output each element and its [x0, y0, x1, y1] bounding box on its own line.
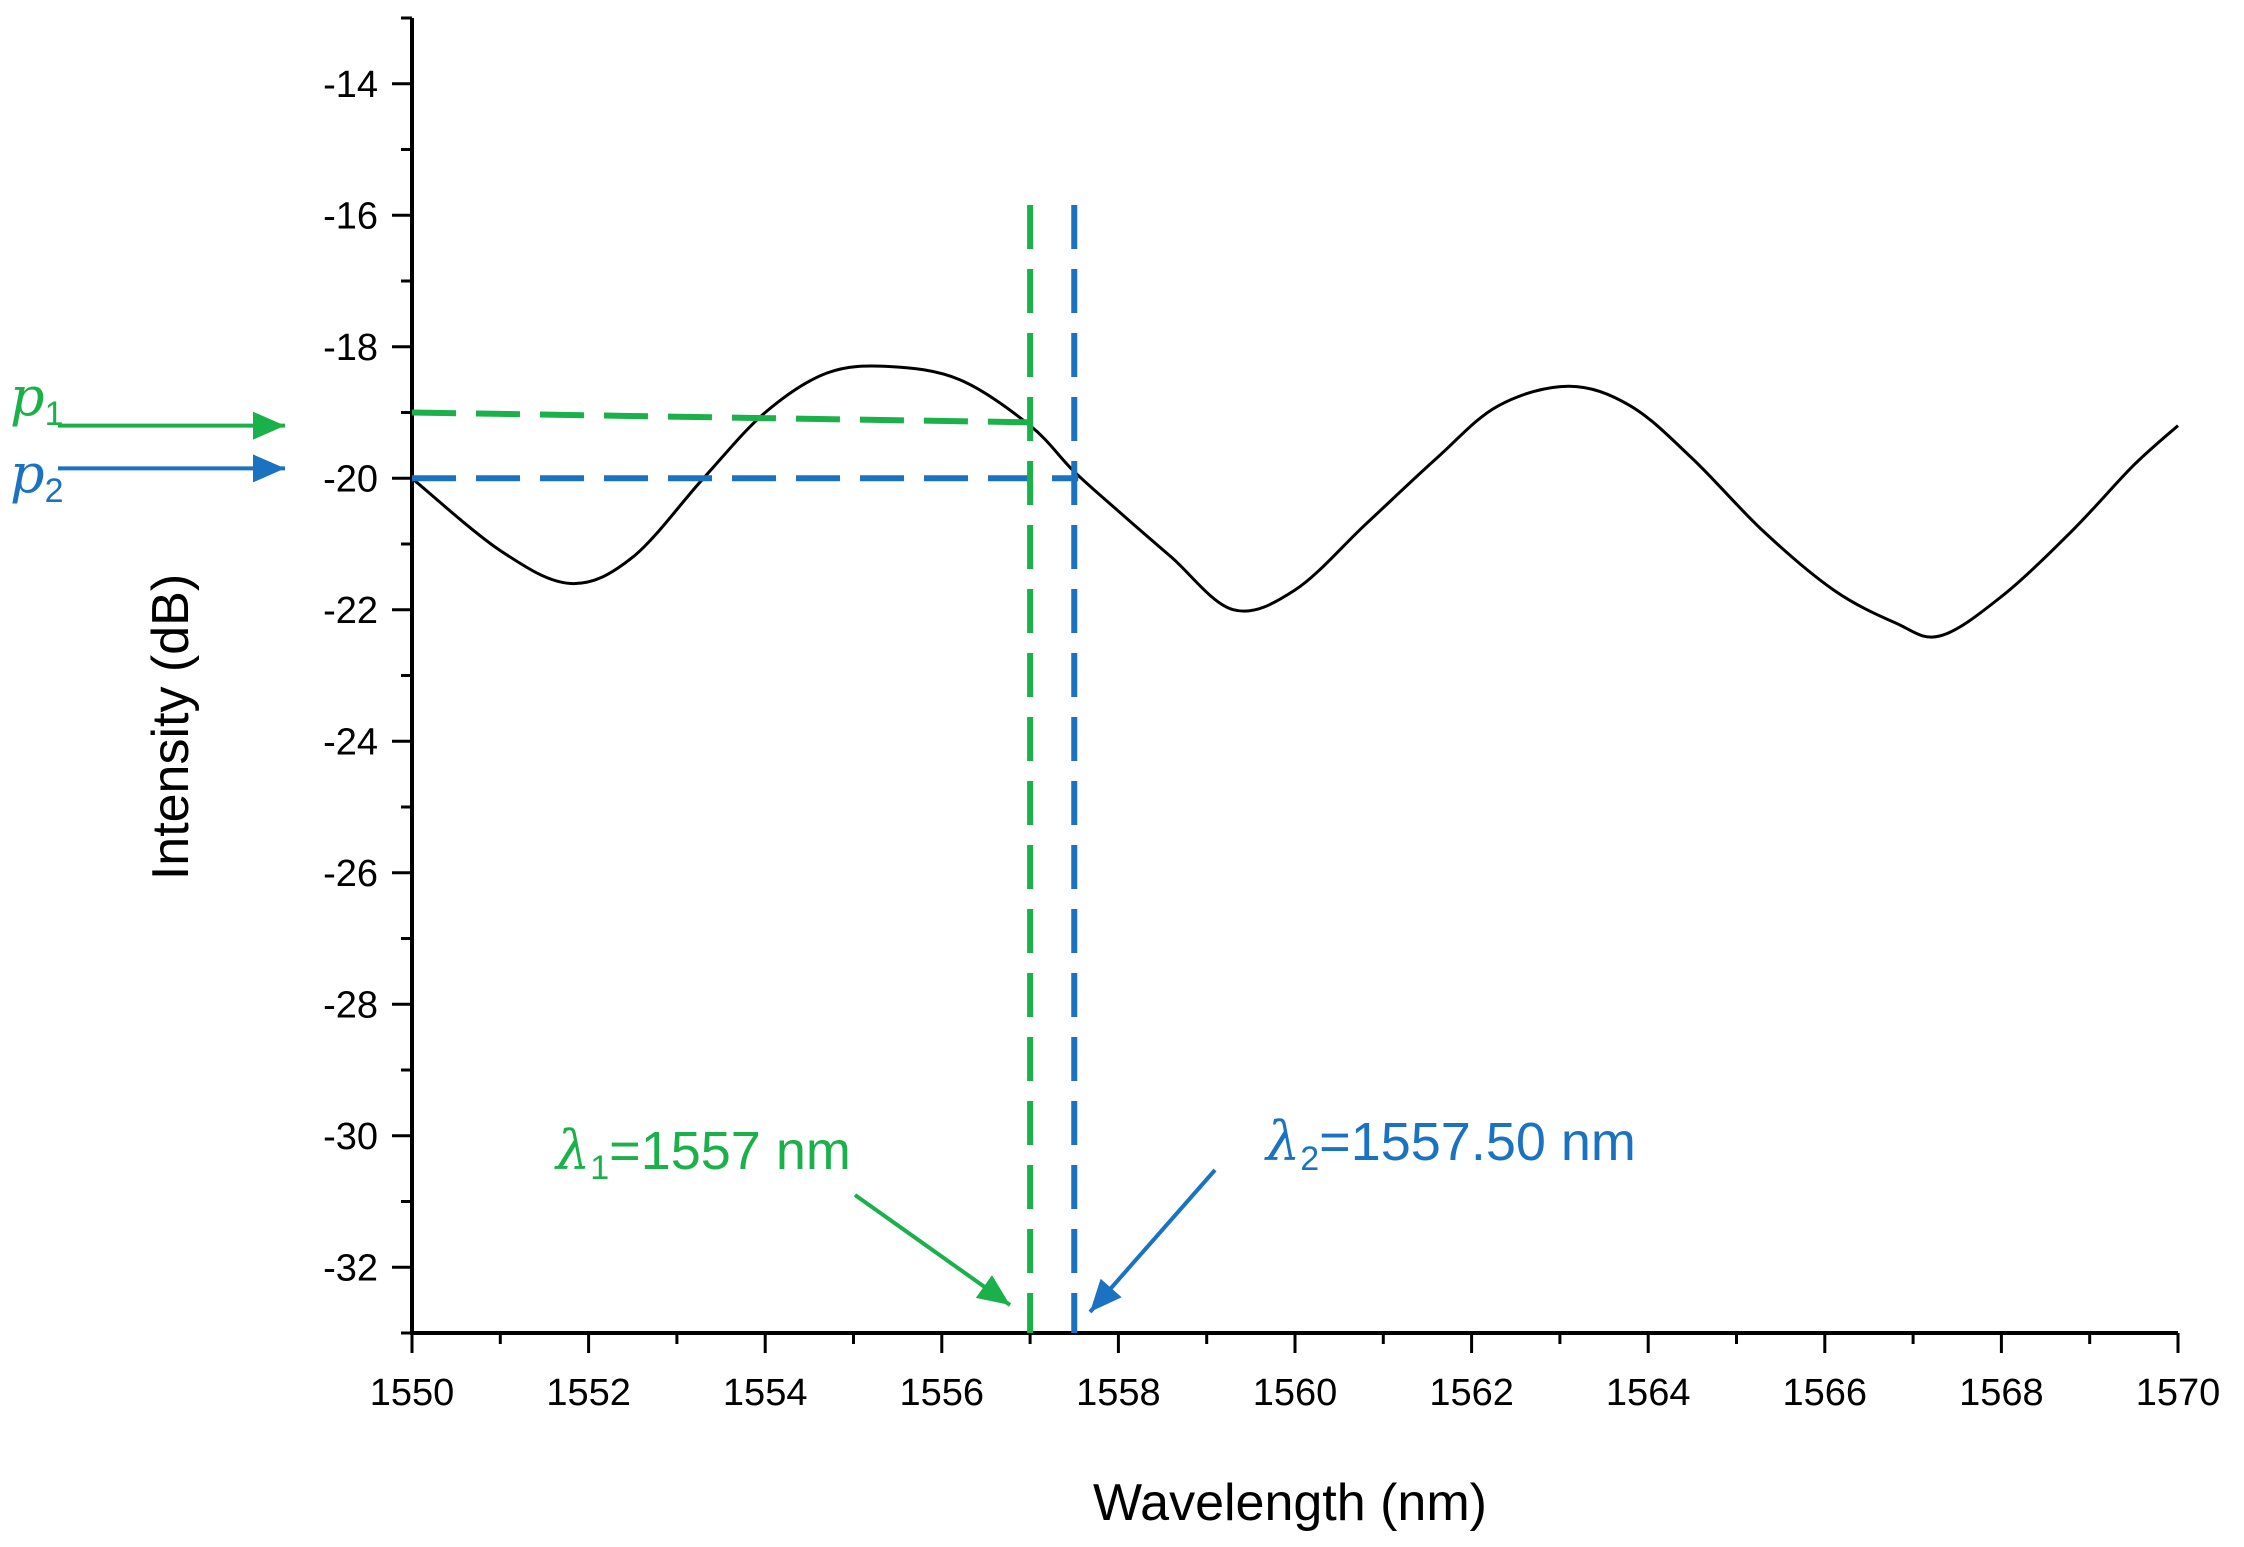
- x-tick-label: 1568: [1959, 1372, 2044, 1414]
- lambda1-subscript: 1: [590, 1149, 609, 1187]
- series-layer: [411, 364, 2179, 639]
- lambda2-label: λ2=1557.50 nm: [1264, 1110, 1636, 1178]
- x-tick-label: 1552: [546, 1372, 631, 1414]
- x-tick-label: 1560: [1253, 1372, 1338, 1414]
- y-axis-ticks: -14 -16 -18 -20 -22 -24 -26 -28 -30 -32: [323, 16, 412, 1335]
- lambda1-label: λ1=1557 nm: [554, 1119, 851, 1187]
- p2-label-subscript: 2: [45, 472, 64, 510]
- annotations-layer: [58, 205, 1217, 1333]
- lambda2-subscript: 2: [1300, 1140, 1319, 1178]
- x-tick-label: 1566: [1783, 1372, 1868, 1414]
- lambda1-value: =1557 nm: [609, 1121, 851, 1181]
- p1-arrow-head: [253, 411, 285, 440]
- x-axis-ticks: 1550 1552 1554 1556 1558 1560 1562 1564 1566 1568…: [370, 1333, 2221, 1414]
- p2-label: p2: [10, 442, 64, 510]
- x-tick-label: 1562: [1429, 1372, 1514, 1414]
- y-tick-label: -30: [323, 1116, 378, 1158]
- x-tick-label: 1554: [723, 1372, 808, 1414]
- p1-label-symbol: p: [10, 365, 45, 428]
- x-tick-label: 1556: [900, 1372, 985, 1414]
- x-tick-label: 1570: [2136, 1372, 2221, 1414]
- p1-label: p1: [10, 365, 64, 433]
- x-tick-label: 1550: [370, 1372, 455, 1414]
- y-tick-label: -32: [323, 1247, 378, 1289]
- lambda1-symbol: λ: [554, 1119, 590, 1182]
- lambda2-arrow-head: [1090, 1278, 1122, 1312]
- p1-guide-line: [411, 409, 1041, 426]
- y-tick-label: -22: [323, 590, 378, 632]
- x-tick-label: 1564: [1606, 1372, 1691, 1414]
- y-tick-label: -16: [323, 195, 378, 237]
- p2-arrow-head: [253, 454, 285, 483]
- lambda1-arrow-head: [975, 1275, 1010, 1305]
- lambda2-value: =1557.50 nm: [1319, 1112, 1636, 1172]
- x-tick-label: 1558: [1076, 1372, 1161, 1414]
- y-tick-label: -28: [323, 984, 378, 1026]
- spectrum-line: [411, 364, 2179, 639]
- y-axis-title: Intensity (dB): [142, 574, 200, 880]
- y-tick-label: -24: [323, 721, 378, 763]
- lambda2-symbol: λ: [1264, 1110, 1300, 1173]
- p2-label-symbol: p: [10, 442, 45, 505]
- x-axis-title: Wavelength (nm): [1093, 1474, 1487, 1532]
- p1-label-subscript: 1: [45, 395, 64, 433]
- y-tick-label: -26: [323, 853, 378, 895]
- y-tick-label: -20: [323, 458, 378, 500]
- y-tick-label: -18: [323, 327, 378, 369]
- y-tick-label: -14: [323, 64, 378, 106]
